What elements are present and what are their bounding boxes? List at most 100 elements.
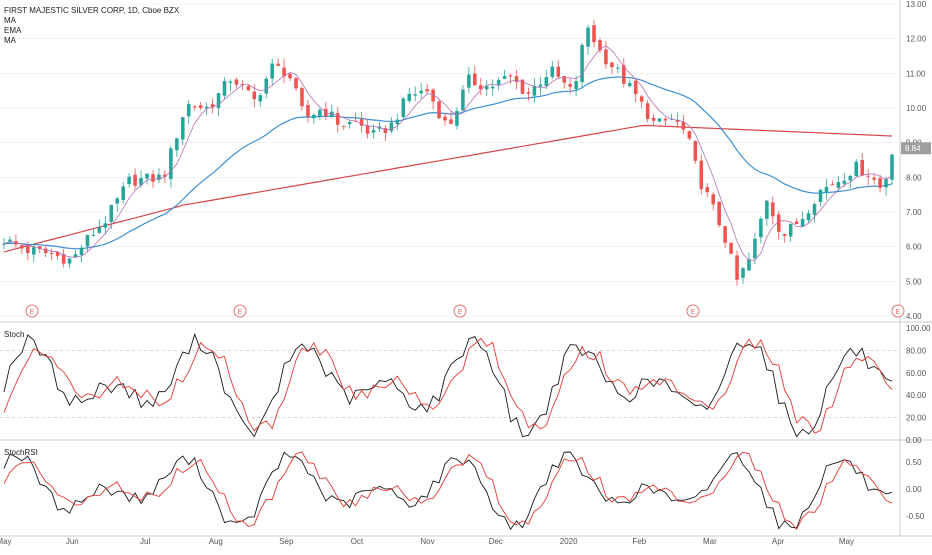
candle-body[interactable] — [443, 116, 447, 121]
candle-body[interactable] — [2, 243, 6, 245]
earnings-marker[interactable] — [686, 304, 700, 318]
candle-body[interactable] — [639, 96, 644, 102]
candle-body[interactable] — [711, 194, 715, 205]
candle-body[interactable] — [538, 84, 543, 87]
candle-body[interactable] — [175, 138, 179, 151]
candle-body[interactable] — [198, 105, 203, 108]
candle-body[interactable] — [747, 259, 751, 271]
candle-body[interactable] — [657, 118, 662, 122]
candle-body[interactable] — [854, 161, 859, 177]
candle-body[interactable] — [520, 79, 525, 94]
candle-body[interactable] — [890, 154, 894, 180]
candle-body[interactable] — [419, 90, 423, 94]
candle-body[interactable] — [473, 73, 477, 86]
candle-body[interactable] — [407, 93, 412, 101]
candle-body[interactable] — [759, 218, 763, 238]
candle-body[interactable] — [562, 76, 566, 83]
candle-body[interactable] — [580, 45, 584, 83]
candle-body[interactable] — [663, 118, 668, 121]
candle-body[interactable] — [699, 160, 704, 190]
candle-body[interactable] — [294, 78, 298, 89]
candle-body[interactable] — [771, 202, 775, 217]
candle-body[interactable] — [806, 213, 811, 221]
candle-body[interactable] — [127, 176, 131, 185]
candle-body[interactable] — [675, 120, 680, 122]
candle-body[interactable] — [467, 74, 471, 88]
candle-body[interactable] — [26, 246, 30, 254]
candle-body[interactable] — [395, 119, 400, 125]
candle-body[interactable] — [651, 117, 656, 121]
candle-body[interactable] — [741, 268, 745, 278]
candle-body[interactable] — [717, 201, 721, 226]
candle-body[interactable] — [246, 86, 251, 91]
earnings-marker[interactable] — [25, 304, 39, 318]
candle-body[interactable] — [228, 81, 233, 83]
candle-body[interactable] — [431, 89, 435, 102]
candle-body[interactable] — [365, 125, 370, 134]
earnings-marker[interactable] — [453, 304, 467, 318]
candle-body[interactable] — [800, 218, 805, 227]
candle-body[interactable] — [32, 247, 36, 255]
candle-body[interactable] — [484, 86, 489, 90]
candle-body[interactable] — [705, 187, 710, 193]
candle-body[interactable] — [514, 76, 519, 83]
candle-body[interactable] — [812, 204, 817, 215]
candle-body[interactable] — [97, 227, 102, 233]
candle-body[interactable] — [341, 125, 346, 127]
indicator-ma-fast-label[interactable]: MA — [4, 16, 16, 25]
candle-body[interactable] — [693, 141, 698, 161]
candle-body[interactable] — [437, 101, 441, 119]
candle-body[interactable] — [765, 200, 769, 219]
candle-body[interactable] — [568, 84, 572, 87]
candle-body[interactable] — [204, 106, 209, 109]
candle-body[interactable] — [8, 239, 12, 242]
candle-body[interactable] — [496, 80, 501, 85]
candle-body[interactable] — [139, 178, 143, 186]
candle-body[interactable] — [526, 92, 531, 94]
candle-body[interactable] — [872, 177, 876, 180]
candle-body[interactable] — [270, 63, 274, 79]
earnings-marker[interactable] — [891, 304, 905, 318]
candle-body[interactable] — [300, 87, 304, 107]
candle-body[interactable] — [794, 221, 799, 225]
candle-body[interactable] — [389, 122, 394, 132]
candle-body[interactable] — [479, 85, 483, 90]
candle-body[interactable] — [145, 173, 149, 179]
candle-body[interactable] — [627, 83, 632, 87]
candle-body[interactable] — [222, 81, 227, 96]
candle-body[interactable] — [306, 105, 310, 117]
candle-body[interactable] — [884, 178, 888, 188]
candle-body[interactable] — [109, 204, 114, 222]
candle-body[interactable] — [186, 104, 191, 117]
candle-body[interactable] — [169, 148, 173, 180]
candle-body[interactable] — [121, 186, 125, 201]
candle-body[interactable] — [556, 66, 561, 77]
candle-body[interactable] — [157, 174, 161, 180]
candle-body[interactable] — [449, 119, 453, 124]
candle-body[interactable] — [318, 109, 322, 117]
candle-body[interactable] — [49, 252, 54, 254]
candle-body[interactable] — [681, 121, 686, 130]
candle-body[interactable] — [502, 76, 507, 79]
candle-body[interactable] — [550, 66, 555, 77]
candle-body[interactable] — [723, 226, 727, 243]
candle-body[interactable] — [371, 130, 376, 133]
candle-body[interactable] — [735, 255, 739, 280]
candle-body[interactable] — [532, 85, 537, 96]
candle-body[interactable] — [181, 117, 185, 140]
candle-body[interactable] — [645, 103, 650, 120]
candle-body[interactable] — [490, 86, 495, 89]
candle-body[interactable] — [413, 94, 417, 96]
candle-body[interactable] — [67, 258, 72, 264]
candle-body[interactable] — [240, 83, 245, 85]
candle-body[interactable] — [133, 174, 137, 186]
indicator-ema-label[interactable]: EMA — [4, 26, 22, 35]
candle-body[interactable] — [866, 175, 870, 177]
candle-body[interactable] — [592, 25, 596, 43]
candle-body[interactable] — [842, 180, 847, 184]
candle-body[interactable] — [586, 27, 590, 47]
candle-body[interactable] — [335, 113, 340, 125]
candle-body[interactable] — [544, 77, 549, 87]
candle-body[interactable] — [192, 106, 197, 108]
